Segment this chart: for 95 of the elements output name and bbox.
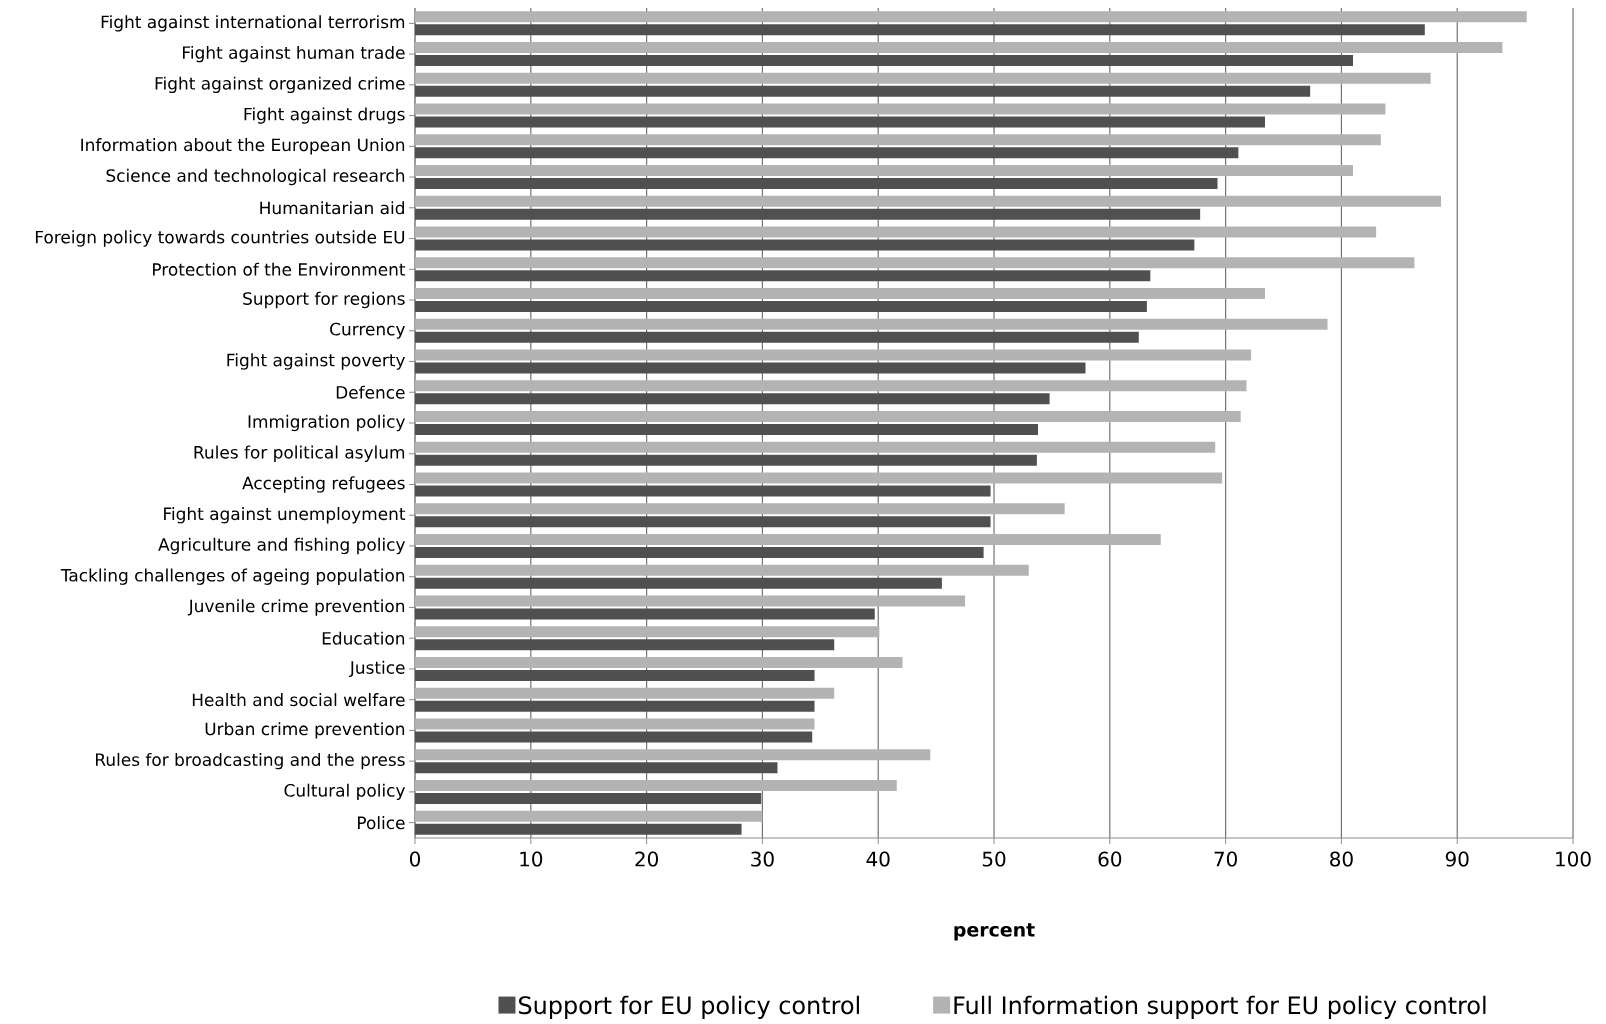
bar — [415, 270, 1151, 282]
y-tick-label: Foreign policy towards countries outside EU — [35, 230, 405, 247]
bar — [415, 301, 1147, 313]
bar — [415, 380, 1247, 392]
y-tick-label: Fight against organized crime — [155, 76, 405, 94]
y-tick-label: Tackling challenges of ageing population — [60, 568, 405, 585]
bar — [415, 639, 835, 651]
x-tick-label: 40 — [866, 851, 890, 867]
legend-label: Full Information support for EU policy control — [954, 995, 1486, 1019]
x-tick-label: 80 — [1330, 851, 1353, 867]
bar — [415, 226, 1377, 238]
bar — [415, 595, 966, 607]
x-tick-label: 0 — [409, 851, 421, 867]
y-tick-label: Science and technological research — [106, 168, 405, 186]
bar — [415, 626, 880, 638]
x-tick-label: 50 — [982, 851, 1006, 867]
bar — [415, 42, 1503, 54]
bar — [415, 288, 1265, 300]
bar — [415, 762, 778, 774]
bar — [415, 85, 1311, 97]
bar — [415, 165, 1353, 177]
bar — [415, 362, 1086, 374]
y-tick-label: Immigration policy — [248, 414, 405, 432]
bar — [415, 731, 813, 743]
bar — [415, 669, 815, 681]
y-tick-label: Humanitarian aid — [260, 201, 404, 215]
bar — [415, 718, 815, 730]
bar — [415, 318, 1328, 330]
y-tick-label: Accepting refugees — [242, 476, 405, 493]
bar — [415, 687, 835, 699]
bar — [415, 503, 1065, 515]
bar — [415, 239, 1195, 251]
y-tick-label: Protection of the Environment — [153, 262, 406, 276]
y-tick-label: Health and social welfare — [192, 693, 405, 707]
bar — [415, 103, 1386, 115]
bar — [415, 564, 1029, 576]
bar — [415, 810, 763, 822]
y-tick-label: Fight against international terrorism — [101, 15, 405, 32]
bar — [415, 11, 1527, 23]
y-tick-label: Fight against human trade — [183, 45, 405, 63]
y-tick-label: Education — [322, 631, 405, 645]
bar — [415, 116, 1265, 128]
bar — [415, 533, 1161, 545]
y-tick-label: Support for regions — [243, 291, 405, 309]
x-tick-label: 70 — [1214, 851, 1237, 867]
bar — [415, 257, 1415, 269]
y-tick-label: Fight against unemployment — [164, 507, 406, 524]
bar — [415, 195, 1442, 207]
y-tick-label: Agriculture and fishing policy — [158, 537, 406, 555]
bar — [415, 393, 1050, 405]
bar — [415, 349, 1252, 361]
bar — [415, 792, 762, 804]
bar — [415, 516, 991, 528]
bar — [415, 546, 984, 558]
bar — [415, 147, 1239, 159]
y-tick-label: Defence — [336, 385, 405, 399]
y-tick-label: Justice — [348, 660, 405, 678]
bar — [415, 472, 1223, 484]
bar — [415, 331, 1139, 343]
x-tick-label: 20 — [635, 851, 658, 867]
bar — [415, 441, 1216, 453]
bar — [415, 485, 991, 497]
bar — [415, 656, 903, 668]
x-tick-label: 100 — [1556, 851, 1591, 867]
bar — [415, 72, 1431, 84]
bar — [415, 823, 742, 835]
x-tick-label: 10 — [520, 851, 543, 867]
y-tick-label: Fight against poverty — [227, 353, 405, 370]
y-tick-label: Rules for political asylum — [194, 445, 405, 462]
x-axis-title: percent — [954, 923, 1035, 941]
legend-label: Support for EU policy control — [519, 995, 859, 1019]
bar — [415, 779, 897, 791]
bar — [415, 608, 875, 620]
y-tick-label: Juvenile crime prevention — [187, 599, 405, 616]
y-tick-label: Rules for broadcasting and the press — [95, 752, 405, 770]
y-tick-label: Fight against drugs — [244, 107, 405, 124]
bar — [415, 700, 815, 712]
bar — [415, 749, 931, 761]
x-tick-label: 90 — [1445, 851, 1469, 867]
bar — [415, 24, 1425, 36]
y-tick-label: Currency — [330, 322, 405, 339]
bar — [415, 424, 1039, 435]
y-tick-label: Cultural policy — [284, 783, 405, 801]
bar — [415, 208, 1201, 220]
y-tick-label: Urban crime prevention — [205, 722, 405, 739]
x-tick-label: 30 — [751, 851, 774, 867]
bar — [415, 411, 1241, 422]
y-tick-label: Police — [358, 816, 405, 830]
x-tick-label: 60 — [1098, 851, 1122, 867]
bar — [415, 178, 1218, 190]
y-tick-label: Information about the European Union — [81, 138, 405, 155]
bar — [415, 577, 942, 589]
bar — [415, 134, 1381, 146]
bar — [415, 454, 1037, 466]
bar — [415, 55, 1353, 67]
